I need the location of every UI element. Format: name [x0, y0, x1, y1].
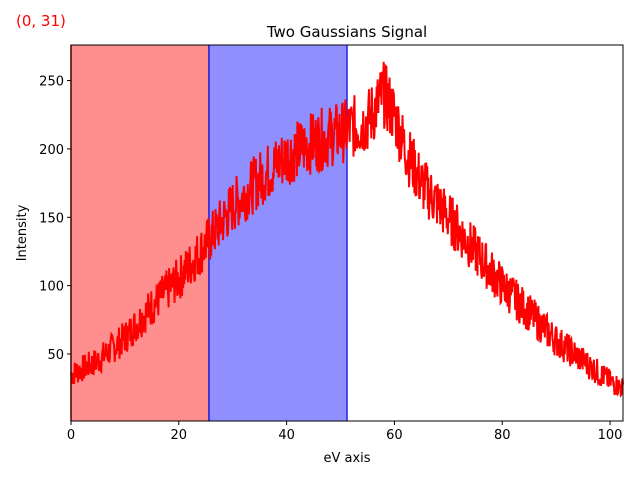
- chart-title: Two Gaussians Signal: [266, 23, 427, 41]
- svg-text:250: 250: [39, 75, 64, 90]
- svg-text:100: 100: [598, 428, 623, 443]
- plot-frame: [70, 44, 624, 422]
- svg-text:100: 100: [39, 280, 64, 295]
- y-axis-ticks: 50 100 150 200 250: [39, 75, 71, 363]
- svg-text:40: 40: [278, 428, 295, 443]
- svg-text:200: 200: [39, 143, 64, 158]
- x-axis-label: eV axis: [323, 451, 370, 466]
- svg-text:150: 150: [39, 211, 64, 226]
- svg-text:60: 60: [386, 428, 403, 443]
- cursor-coordinate-readout: (0, 31): [16, 12, 66, 30]
- svg-text:0: 0: [67, 428, 75, 443]
- svg-text:80: 80: [494, 428, 511, 443]
- svg-text:20: 20: [171, 428, 188, 443]
- y-axis-label: Intensity: [15, 204, 30, 261]
- blue-span: [209, 45, 347, 421]
- x-axis-ticks: 0 20 40 60 80 100: [67, 421, 623, 443]
- signal-line: [70, 61, 624, 398]
- svg-text:50: 50: [47, 348, 64, 363]
